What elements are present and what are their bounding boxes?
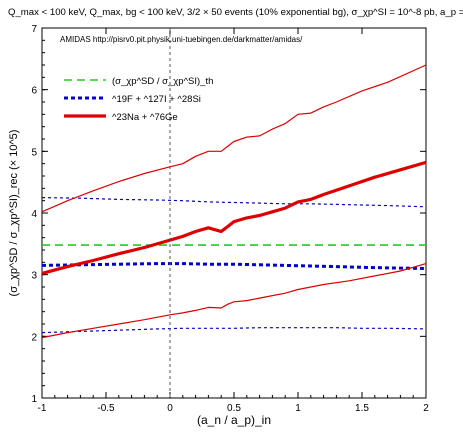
y-tick-label: 3 xyxy=(31,271,37,282)
x-tick-label: 2 xyxy=(423,403,429,414)
grid-layer: -1 -0.5 0 0.5 1 1.5 2 1 2 3 4 5 6 7 xyxy=(31,24,429,414)
legend: (σ_χp^SD / σ_χp^SI)_th ^19F + ^127I + ^28… xyxy=(64,76,213,123)
x-tick-label: -0.5 xyxy=(97,403,115,414)
y-tick-label: 1 xyxy=(31,394,37,405)
x-tick-label: 0.5 xyxy=(227,403,241,414)
chart-header: Q_max < 100 keV, Q_max, bg < 100 keV, 3/… xyxy=(8,7,463,18)
series-line-nage_lower xyxy=(41,263,427,339)
y-tick-label: 7 xyxy=(31,24,37,35)
y-tick-label: 4 xyxy=(31,209,37,220)
plot-frame xyxy=(41,27,427,399)
y-tick-label: 6 xyxy=(31,86,37,97)
y-tick-label: 2 xyxy=(31,332,37,343)
series-line-nage xyxy=(41,160,427,275)
series-line-fis xyxy=(41,262,427,270)
x-tick-label: 1 xyxy=(295,403,301,414)
legend-label-th: (σ_χp^SD / σ_χp^SI)_th xyxy=(112,76,213,87)
y-axis-label: (σ_χp^SD / σ_χp^SI)_rec (× 10^5) xyxy=(8,130,20,297)
series-layer xyxy=(41,64,427,339)
x-tick-label: 0 xyxy=(167,403,173,414)
x-tick-label: -1 xyxy=(38,403,47,414)
series-line-nage_upper xyxy=(41,64,427,213)
legend-label-nage: ^23Na + ^76Ge xyxy=(112,112,178,123)
chart-annotation: AMIDAS http://pisrv0.pit.physik.uni-tueb… xyxy=(60,35,303,44)
series-line-fis_lower xyxy=(41,327,427,334)
series-line-fis_upper xyxy=(41,197,427,208)
x-tick-label: 1.5 xyxy=(355,403,369,414)
legend-label-fis: ^19F + ^127I + ^28Si xyxy=(112,94,201,105)
y-tick-label: 5 xyxy=(31,147,37,158)
x-axis-label: (a_n / a_p)_in xyxy=(197,413,271,427)
